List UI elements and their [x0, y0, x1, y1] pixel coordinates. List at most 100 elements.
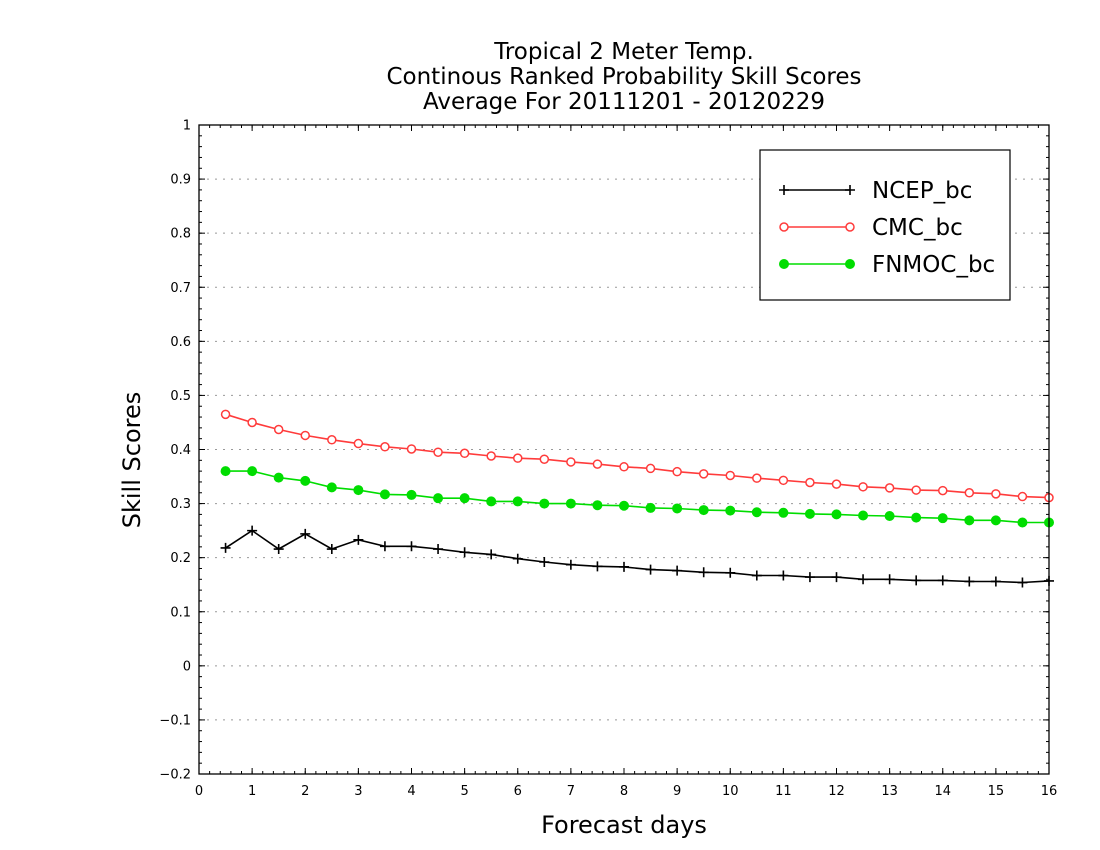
data-point [911, 512, 922, 523]
data-point [990, 576, 1001, 587]
chart-title-line-2: Continous Ranked Probability Skill Score… [386, 64, 861, 90]
data-point [300, 475, 311, 486]
legend-box [759, 149, 1011, 301]
data-point [672, 565, 683, 576]
y-tick-label: 0.6 [170, 335, 191, 350]
legend-marker [779, 259, 789, 269]
grid-lines [199, 178, 1049, 721]
data-point [751, 570, 762, 581]
data-point [566, 457, 576, 467]
y-tick-label: −0.1 [159, 713, 191, 728]
x-tick-label: 8 [620, 784, 628, 799]
data-point [379, 541, 390, 552]
data-point [512, 553, 523, 564]
data-point [1017, 491, 1028, 502]
data-point [804, 508, 815, 519]
x-tick-label: 10 [722, 784, 739, 799]
data-point [937, 513, 948, 524]
data-point [725, 567, 736, 578]
data-point [459, 448, 470, 459]
legend-marker [845, 185, 855, 195]
x-tick-label: 0 [195, 784, 203, 799]
data-point [406, 541, 417, 552]
data-point [884, 483, 895, 493]
data-point [433, 544, 444, 555]
data-point [486, 496, 497, 507]
data-point [592, 500, 603, 511]
data-point [990, 515, 1001, 526]
data-point [698, 567, 709, 578]
data-point [300, 430, 310, 441]
x-tick-label: 1 [248, 784, 256, 799]
x-tick-label: 5 [460, 784, 468, 799]
x-tick-label: 16 [1041, 784, 1058, 799]
data-point [592, 561, 603, 572]
data-point [565, 559, 576, 570]
data-point [645, 502, 656, 513]
series-line [225, 529, 1050, 584]
data-point [486, 451, 496, 461]
data-point [964, 488, 975, 498]
series-line [225, 470, 1049, 524]
data-point [353, 534, 364, 545]
data-point [698, 505, 709, 516]
data-point [752, 473, 762, 483]
series-FNMOC_bc [220, 466, 1054, 528]
data-point [619, 561, 629, 572]
data-point [406, 444, 417, 454]
data-point [698, 469, 709, 479]
data-point [911, 575, 922, 586]
legend-item-FNMOC_bc: FNMOC_bc [779, 252, 995, 278]
data-point [406, 489, 417, 500]
x-tick-label: 9 [673, 784, 681, 799]
chart-title-line-3: Average For 20111201 - 20120229 [423, 89, 825, 115]
data-point [433, 493, 444, 504]
data-point [884, 574, 895, 585]
data-point [804, 572, 815, 583]
legend-item-NCEP_bc: NCEP_bc [779, 178, 972, 204]
data-point [513, 453, 523, 463]
y-tick-label: 0.3 [170, 497, 191, 512]
data-point [1017, 517, 1028, 528]
data-point [486, 549, 497, 560]
y-tick-label: 0.9 [170, 173, 191, 188]
series-NCEP_bc [220, 525, 1054, 588]
data-point [751, 507, 762, 518]
y-tick-label: 0.8 [170, 227, 191, 242]
data-point [565, 498, 576, 509]
y-tick-label: 1 [183, 119, 191, 134]
plot-frame [198, 124, 1050, 775]
data-point [247, 417, 257, 428]
data-point [884, 511, 895, 522]
y-tick-label: 0.7 [170, 281, 191, 296]
data-point [327, 435, 337, 445]
data-point [991, 489, 1001, 499]
data-point [539, 556, 550, 567]
data-point [937, 575, 948, 586]
y-tick-label: 0.4 [170, 443, 191, 458]
data-point [433, 447, 443, 457]
x-tick-label: 12 [828, 784, 845, 799]
data-point [247, 466, 258, 477]
data-point [379, 489, 390, 500]
data-point [725, 470, 735, 481]
data-point [831, 479, 842, 489]
y-tick-label: 0.1 [170, 605, 191, 620]
y-tick-label: 0 [183, 659, 191, 674]
data-point [778, 475, 789, 486]
data-point [964, 576, 975, 587]
data-point [539, 454, 550, 464]
data-point [220, 542, 231, 553]
legend: NCEP_bc CMC_bc FNMOC_bc [759, 149, 1011, 301]
legend-item-CMC_bc: CMC_bc [779, 215, 963, 241]
legend-marker [845, 222, 855, 232]
data-point [858, 482, 868, 492]
chart-title-line-1: Tropical 2 Meter Temp. [493, 39, 754, 65]
data-point [778, 507, 789, 518]
legend-marker [845, 259, 855, 269]
data-point [326, 482, 337, 493]
data-point [725, 505, 736, 516]
data-point [353, 438, 364, 449]
series-line [225, 413, 1050, 499]
